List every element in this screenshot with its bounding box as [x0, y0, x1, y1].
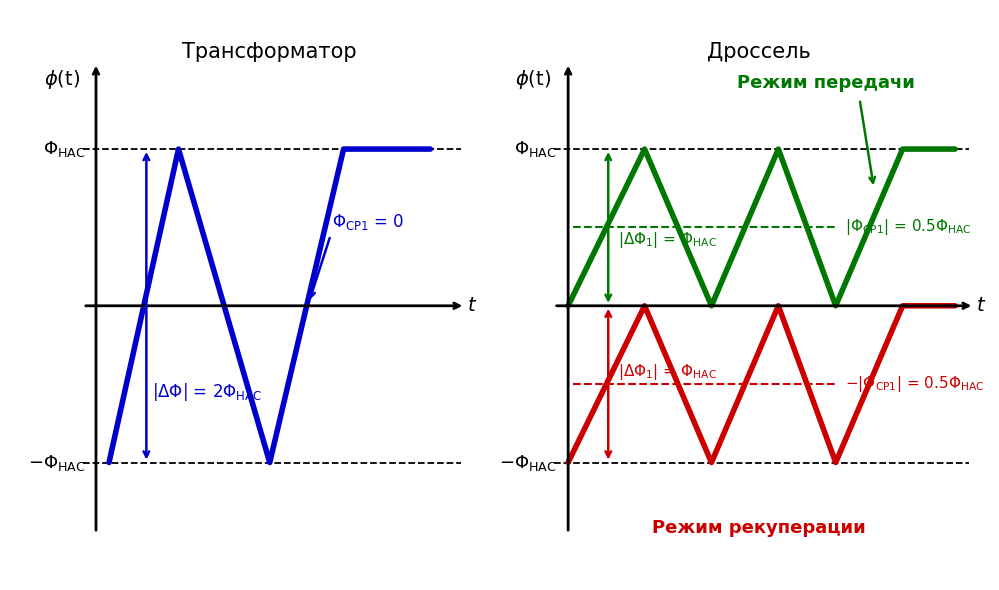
- Text: $|\Delta\Phi|$ = 2$\Phi_{\mathrm{НАС}}$: $|\Delta\Phi|$ = 2$\Phi_{\mathrm{НАС}}$: [153, 381, 263, 403]
- Text: $\phi$(t): $\phi$(t): [44, 68, 80, 91]
- Text: Дроссель: Дроссель: [707, 42, 811, 62]
- Text: t: t: [977, 296, 985, 315]
- Text: $-|\Phi_{\mathrm{СР1}}|$ = 0.5$\Phi_{\mathrm{НАС}}$: $-|\Phi_{\mathrm{СР1}}|$ = 0.5$\Phi_{\ma…: [845, 374, 985, 394]
- Text: $\Phi_{\mathrm{СР1}}$ = 0: $\Phi_{\mathrm{СР1}}$ = 0: [333, 212, 405, 232]
- Text: t: t: [468, 296, 476, 315]
- Text: $|\Delta\Phi_1|$ = $\Phi_{\mathrm{НАС}}$: $|\Delta\Phi_1|$ = $\Phi_{\mathrm{НАС}}$: [617, 362, 716, 382]
- Text: $|\Phi_{\mathrm{СР1}}|$ = 0.5$\Phi_{\mathrm{НАС}}$: $|\Phi_{\mathrm{СР1}}|$ = 0.5$\Phi_{\mat…: [845, 218, 972, 237]
- Text: Трансформатор: Трансформатор: [183, 42, 357, 62]
- Text: $-\Phi_{\mathrm{НАС}}$: $-\Phi_{\mathrm{НАС}}$: [28, 453, 86, 473]
- Text: $\Phi_{\mathrm{НАС}}$: $\Phi_{\mathrm{НАС}}$: [514, 139, 556, 159]
- Text: $\Phi_{\mathrm{НАС}}$: $\Phi_{\mathrm{НАС}}$: [43, 139, 86, 159]
- Text: $|\Delta\Phi_1|$ = $\Phi_{\mathrm{НАС}}$: $|\Delta\Phi_1|$ = $\Phi_{\mathrm{НАС}}$: [617, 230, 716, 250]
- Text: $-\Phi_{\mathrm{НАС}}$: $-\Phi_{\mathrm{НАС}}$: [499, 453, 556, 473]
- Text: Режим рекуперации: Режим рекуперации: [652, 519, 866, 537]
- Text: Режим передачи: Режим передачи: [737, 74, 915, 92]
- Text: $\phi$(t): $\phi$(t): [514, 68, 550, 91]
